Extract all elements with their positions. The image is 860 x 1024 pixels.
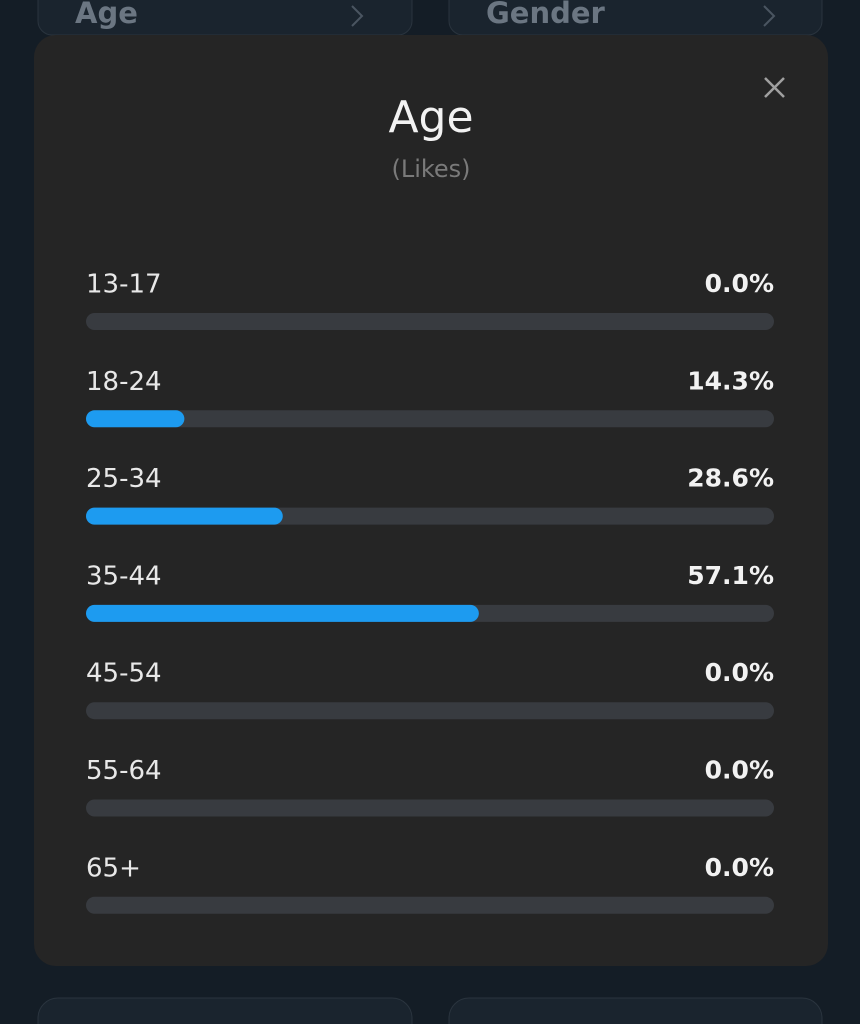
bar bbox=[86, 507, 283, 525]
bar-track bbox=[86, 896, 774, 914]
value-label: 0.0% bbox=[705, 658, 774, 687]
close-button[interactable] bbox=[764, 77, 785, 98]
bar bbox=[86, 410, 185, 428]
value-label: 57.1% bbox=[687, 561, 774, 590]
row-label: 18-24 bbox=[86, 367, 162, 397]
bar-track bbox=[86, 799, 774, 817]
row-label: 35-44 bbox=[86, 561, 162, 591]
tab-label: Age bbox=[75, 0, 138, 30]
row-label: 55-64 bbox=[86, 756, 162, 786]
bar-track bbox=[86, 410, 774, 428]
modal-subtitle: (Likes) bbox=[391, 155, 470, 183]
bar-track bbox=[86, 313, 774, 330]
row-label: 65+ bbox=[86, 853, 141, 883]
tab-label: Gender bbox=[486, 0, 606, 30]
chevron bbox=[763, 5, 776, 27]
value-label: 0.0% bbox=[705, 269, 774, 298]
bar bbox=[86, 604, 479, 622]
card bbox=[37, 997, 413, 1024]
chevron bbox=[351, 5, 364, 27]
row-label: 13-17 bbox=[86, 270, 162, 300]
value-label: 28.6% bbox=[687, 464, 774, 493]
modal bbox=[34, 35, 828, 966]
card bbox=[448, 997, 823, 1024]
value-label: 0.0% bbox=[705, 756, 774, 785]
row-label: 45-54 bbox=[86, 659, 162, 689]
row-label: 25-34 bbox=[86, 464, 162, 494]
modal-title: Age bbox=[388, 92, 473, 143]
bar-track bbox=[86, 702, 774, 720]
value-label: 14.3% bbox=[687, 366, 774, 395]
value-label: 0.0% bbox=[705, 853, 774, 882]
